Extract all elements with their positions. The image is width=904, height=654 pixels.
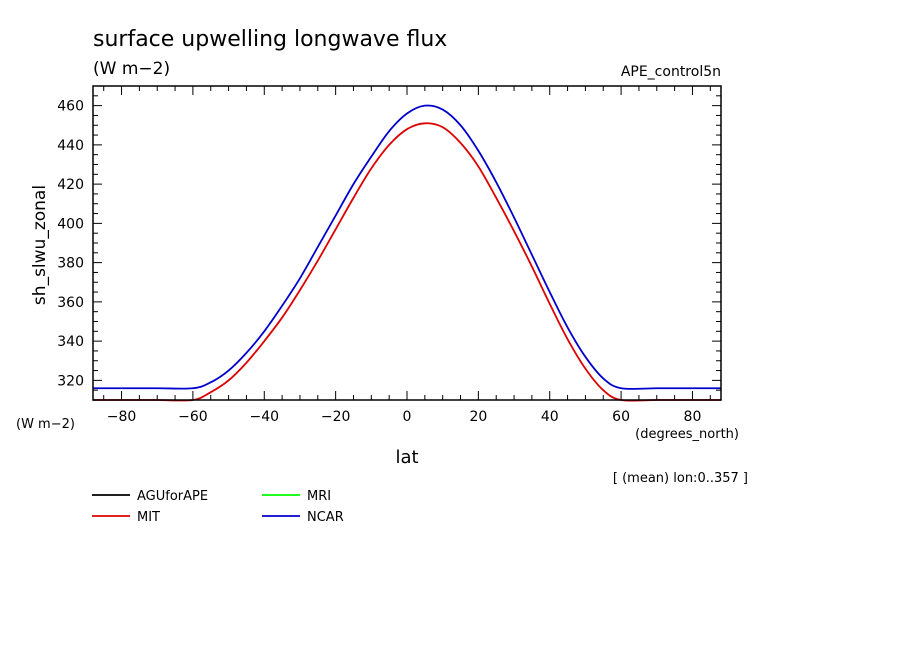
y-tick-label: 340 <box>57 334 84 350</box>
x-tick-label: 60 <box>612 409 630 425</box>
legend-label-ncar: NCAR <box>307 510 344 525</box>
series-line-mit <box>93 122 721 402</box>
x-tick-label: 0 <box>403 409 412 425</box>
axis-ticks <box>93 86 721 400</box>
series-lines <box>93 104 721 402</box>
y-tick-label: 380 <box>57 256 84 272</box>
series-line-ncar <box>93 104 721 390</box>
y-tick-label: 400 <box>57 216 84 232</box>
y-tick-labels: 320 340 360 380 400 420 440 460 <box>57 99 84 390</box>
legend-label-mri: MRI <box>307 489 331 504</box>
run-label: APE_control5n <box>621 64 721 80</box>
x-axis-label: lat <box>395 447 418 468</box>
legend: AGUforAPE MIT MRI NCAR <box>92 489 344 525</box>
x-tick-label: 20 <box>469 409 487 425</box>
x-tick-label: −40 <box>249 409 279 425</box>
y-units-label: (W m−2) <box>16 417 75 432</box>
x-units-label: (degrees_north) <box>635 427 739 442</box>
legend-label-aguforape: AGUforAPE <box>137 489 208 504</box>
x-tick-label: 40 <box>541 409 559 425</box>
chart-subtitle: (W m−2) <box>93 59 170 79</box>
y-tick-label: 320 <box>57 373 84 389</box>
y-tick-label: 360 <box>57 295 84 311</box>
averaging-note: [ (mean) lon:0..357 ] <box>613 471 748 486</box>
plot-frame <box>92 85 722 401</box>
x-tick-label: −80 <box>107 409 137 425</box>
x-tick-labels: −80 −60 −40 −20 0 20 40 60 80 <box>107 409 702 425</box>
chart-title: surface upwelling longwave flux <box>93 27 447 52</box>
y-axis-label: sh_slwu_zonal <box>30 185 50 305</box>
y-tick-label: 440 <box>57 138 84 154</box>
legend-label-mit: MIT <box>137 510 160 525</box>
x-tick-label: −20 <box>321 409 351 425</box>
x-tick-label: −60 <box>178 409 208 425</box>
x-tick-label: 80 <box>684 409 702 425</box>
y-tick-label: 420 <box>57 177 84 193</box>
y-tick-label: 460 <box>57 99 84 115</box>
